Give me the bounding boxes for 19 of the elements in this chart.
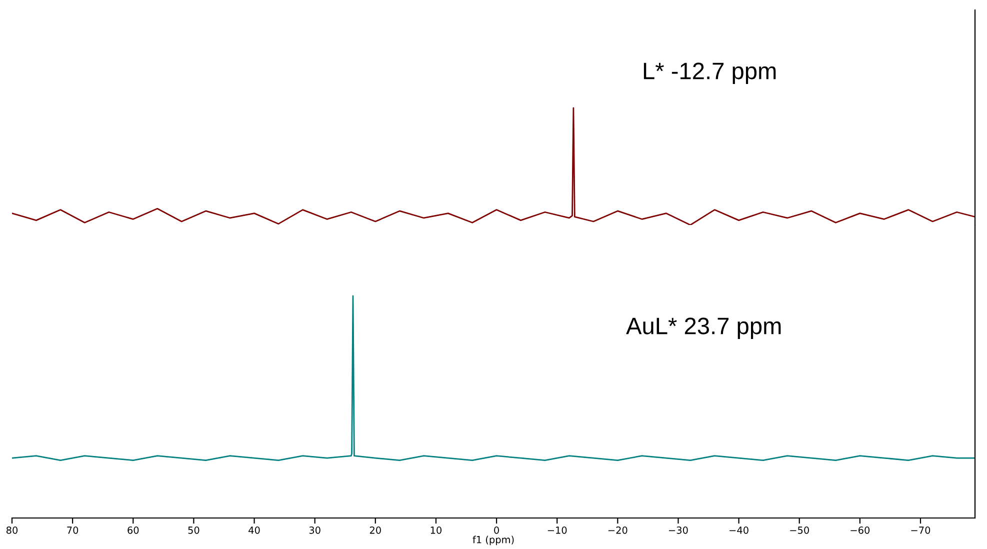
x-tick-label: 10 (430, 526, 442, 534)
x-tick-label: 80 (6, 526, 18, 534)
x-tick-label: 70 (67, 526, 78, 534)
x-tick-label: −40 (730, 526, 748, 534)
x-tick-label: −20 (608, 526, 628, 534)
annotation: AuL* 23.7 ppm (626, 318, 781, 340)
x-tick-label: 50 (188, 526, 200, 534)
x-axis-title: f1 (ppm) (472, 536, 514, 546)
x-tick-label: 20 (370, 526, 381, 534)
x-tick-label: −30 (668, 526, 688, 534)
x-tick-label: −10 (548, 526, 567, 534)
x-tick-label: 40 (248, 526, 260, 534)
x-tick-label: −50 (790, 526, 809, 534)
text: L* -12.7 ppm (644, 62, 776, 84)
x-tick-label: −70 (911, 526, 930, 534)
x-tick-label: 0 (494, 526, 499, 534)
x-tick-label: 60 (128, 526, 139, 534)
x-tick-label: −60 (850, 526, 870, 534)
x-tick-label: 30 (309, 526, 320, 534)
